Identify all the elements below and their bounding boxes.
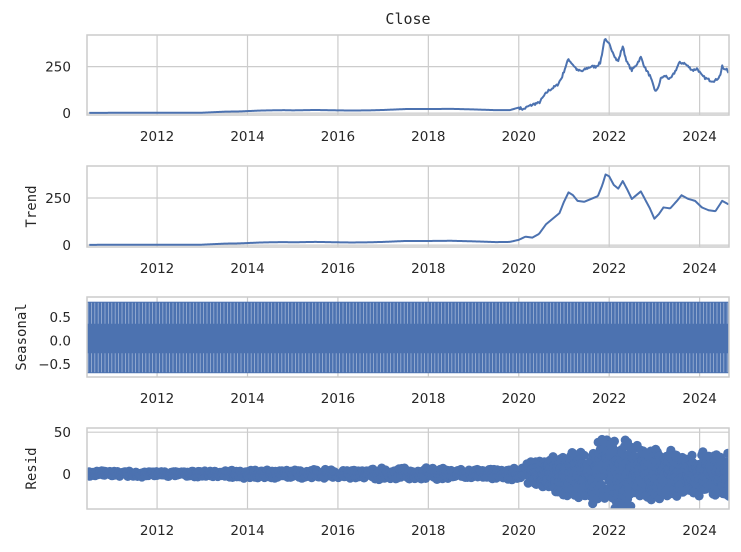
series-seasonal <box>87 301 729 374</box>
axes-frame <box>86 427 730 510</box>
y-tick-label: 50 <box>54 425 71 441</box>
x-tick-label: 2022 <box>592 391 626 407</box>
y-axis-label: Trend <box>24 185 40 227</box>
axes-frame <box>86 165 730 248</box>
x-tick-label: 2022 <box>592 129 626 145</box>
y-tick-label: 250 <box>45 191 71 207</box>
x-tick-label: 2016 <box>321 261 355 277</box>
x-tick-label: 2016 <box>321 129 355 145</box>
panel-resid: 2012 2014 2016 2018 2020 2022 2024 0 50 Resid <box>24 425 730 539</box>
x-tick-label: 2012 <box>140 391 174 407</box>
resid-point <box>687 450 697 460</box>
x-tick-label: 2022 <box>592 523 626 539</box>
x-tick-label: 2016 <box>321 391 355 407</box>
panels: 2012 2014 2016 2018 2020 2022 2024 0 250 2012 2014… <box>14 34 730 539</box>
x-tick-label: 2018 <box>411 129 445 145</box>
y-axis-label: Resid <box>24 447 40 489</box>
resid-point <box>723 458 729 468</box>
resid-point <box>694 491 704 501</box>
x-tick-label: 2014 <box>230 523 264 539</box>
y-tick-label: 0 <box>62 467 71 483</box>
y-tick-label: 0.5 <box>50 310 71 326</box>
x-tick-label: 2024 <box>682 261 716 277</box>
x-tick-label: 2022 <box>592 261 626 277</box>
series-trend <box>89 173 729 246</box>
x-tick-label: 2012 <box>140 523 174 539</box>
panel-seasonal: 2012 2014 2016 2018 2020 2022 2024 −0.5 0.0 0.5 Se… <box>14 296 730 407</box>
resid-point <box>724 481 729 491</box>
x-tick-label: 2020 <box>502 129 536 145</box>
x-tick-label: 2024 <box>682 523 716 539</box>
series-observed <box>89 38 729 114</box>
seasonal-oscillation <box>87 302 728 373</box>
x-tick-label: 2018 <box>411 523 445 539</box>
y-tick-label: 0.0 <box>50 333 71 349</box>
resid-point <box>654 494 665 504</box>
x-tick-label: 2014 <box>230 391 264 407</box>
x-tick-label: 2016 <box>321 523 355 539</box>
x-tick-label: 2020 <box>502 261 536 277</box>
trend-line <box>89 173 729 246</box>
x-tick-label: 2024 <box>682 129 716 145</box>
y-axis-label: Seasonal <box>14 303 30 370</box>
resid-point <box>579 450 589 460</box>
y-tick-label: 250 <box>45 60 71 76</box>
y-tick-label: 0 <box>62 106 71 122</box>
x-tick-label: 2024 <box>682 391 716 407</box>
y-tick-label: 0 <box>62 238 71 254</box>
resid-point <box>723 448 729 458</box>
axes-frame <box>86 34 730 116</box>
series-resid <box>87 434 729 509</box>
panel-observed: 2012 2014 2016 2018 2020 2022 2024 0 250 <box>45 34 730 145</box>
panel-trend: 2012 2014 2016 2018 2020 2022 2024 0 250 Trend <box>24 165 730 277</box>
observed-line <box>89 38 729 114</box>
x-tick-label: 2012 <box>140 129 174 145</box>
x-tick-label: 2018 <box>411 391 445 407</box>
x-tick-label: 2020 <box>502 523 536 539</box>
x-tick-label: 2014 <box>230 261 264 277</box>
chart-title: Close <box>385 10 430 28</box>
resid-point <box>626 501 636 509</box>
axes-frame <box>86 296 730 378</box>
x-tick-label: 2018 <box>411 261 445 277</box>
x-tick-label: 2020 <box>502 391 536 407</box>
x-tick-label: 2012 <box>140 261 174 277</box>
resid-point <box>724 491 729 501</box>
y-tick-label: −0.5 <box>38 357 71 373</box>
resid-point <box>609 436 620 446</box>
x-tick-label: 2014 <box>230 129 264 145</box>
